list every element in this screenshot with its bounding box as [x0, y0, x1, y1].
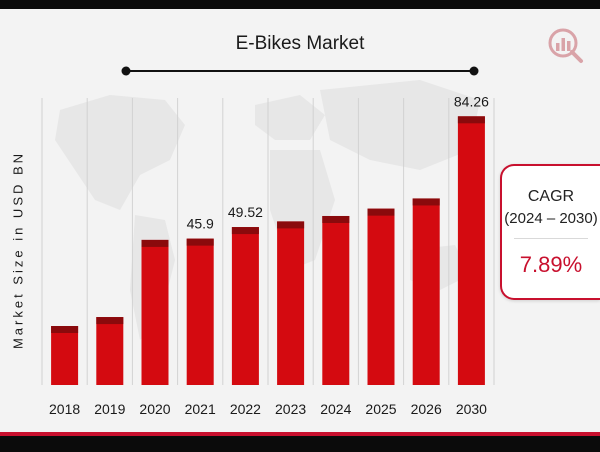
- x-tick-label: 2024: [320, 401, 351, 417]
- cagr-divider: [514, 238, 588, 239]
- bar-top-2018: [51, 326, 79, 334]
- cagr-period: (2024 – 2030): [504, 210, 598, 227]
- x-tick-label: 2021: [185, 401, 216, 417]
- bar-2021: [186, 238, 214, 385]
- bar-top-2020: [141, 239, 169, 247]
- bar-top-2023: [277, 221, 305, 229]
- bar-top-2030: [457, 116, 485, 124]
- bar-top-2026: [412, 198, 440, 206]
- bar-top-2024: [322, 215, 350, 223]
- data-label: 49.52: [228, 204, 263, 220]
- cagr-callout: CAGR (2024 – 2030) 7.89%: [500, 164, 600, 300]
- x-tick-label: 2030: [456, 401, 487, 417]
- cagr-title: CAGR: [527, 188, 575, 205]
- bar-2023: [277, 221, 305, 385]
- bar-top-2022: [231, 227, 259, 235]
- bar-top-2025: [367, 208, 395, 216]
- bar-2030: [457, 116, 485, 385]
- bar-2026: [412, 198, 440, 385]
- bar-top-2019: [96, 317, 124, 325]
- bar-2024: [322, 215, 350, 385]
- x-tick-label: 2018: [49, 401, 80, 417]
- x-tick-label: 2019: [94, 401, 125, 417]
- bar-2018: [51, 326, 79, 385]
- title-line-dot-right: [469, 66, 479, 76]
- bottom-accent-line: [0, 432, 600, 436]
- bar-2020: [141, 239, 169, 385]
- bar-2025: [367, 208, 395, 385]
- x-tick-label: 2023: [275, 401, 306, 417]
- x-tick-label: 2026: [411, 401, 442, 417]
- title-line-dot-left: [121, 66, 131, 76]
- x-tick-label: 2022: [230, 401, 261, 417]
- chart-title: E-Bikes Market: [235, 33, 365, 54]
- top-band: [0, 0, 600, 9]
- bar-2022: [231, 227, 259, 385]
- data-label: 45.9: [187, 216, 214, 232]
- x-tick-label: 2020: [139, 401, 170, 417]
- cagr-value: 7.89%: [519, 252, 583, 277]
- bar-top-2021: [186, 238, 214, 246]
- bar-2019: [96, 317, 124, 385]
- data-label: 84.26: [454, 93, 489, 109]
- x-tick-label: 2025: [365, 401, 396, 417]
- bottom-band: [0, 432, 600, 452]
- logo-icon: [548, 28, 583, 63]
